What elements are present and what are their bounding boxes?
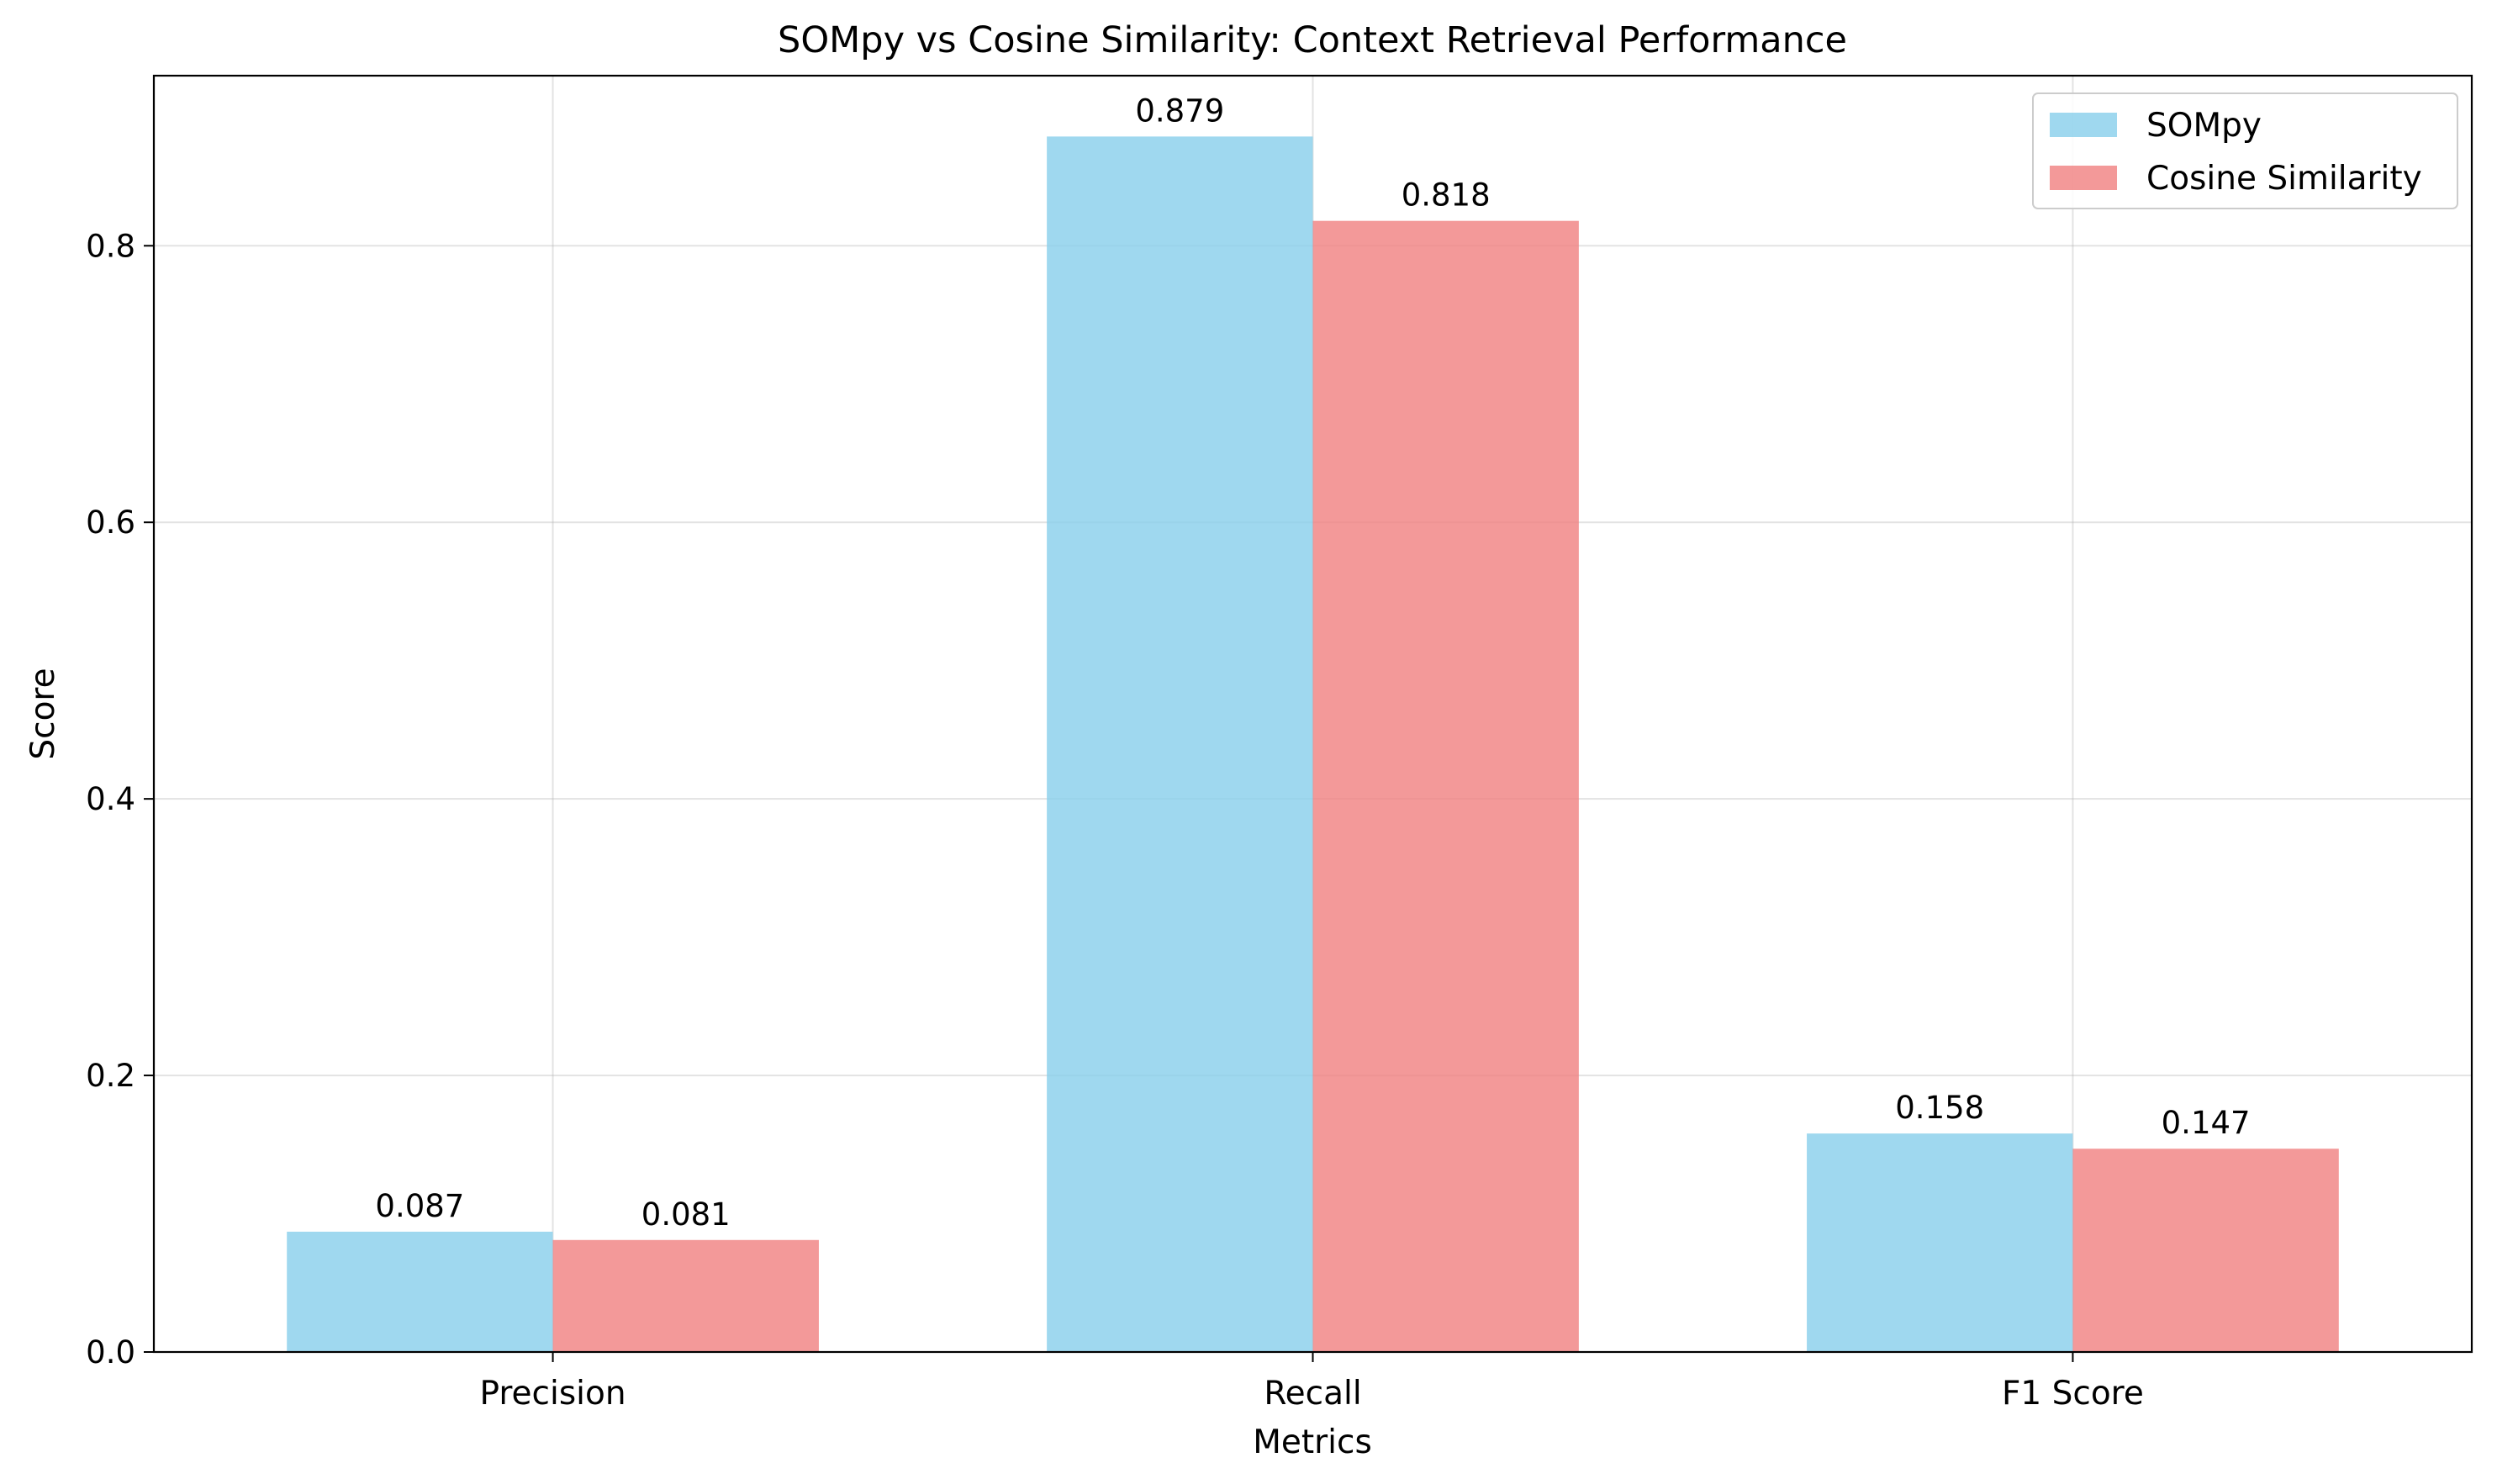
x-axis: Precision Recall F1 Score bbox=[480, 1352, 2144, 1413]
y-axis-title: Score bbox=[24, 668, 62, 759]
y-tick-label: 0.4 bbox=[86, 781, 135, 817]
bar-value-label: 0.818 bbox=[1402, 177, 1491, 214]
bar-value-label: 0.081 bbox=[641, 1196, 731, 1233]
bar-cosine-similarity-precision bbox=[552, 1239, 819, 1352]
x-tick-label: Precision bbox=[480, 1375, 626, 1413]
bar-cosine-similarity-recall bbox=[1312, 220, 1579, 1352]
y-axis: 0.0 0.2 0.4 0.6 0.8 bbox=[86, 228, 154, 1370]
legend-label-cosine-similarity: Cosine Similarity bbox=[2146, 160, 2422, 198]
y-tick-label: 0.8 bbox=[86, 228, 135, 264]
bar-sompy-precision bbox=[287, 1231, 553, 1352]
x-tick-label: F1 Score bbox=[2002, 1375, 2144, 1413]
legend-box bbox=[2032, 92, 2458, 209]
bar-value-label: 0.158 bbox=[1895, 1090, 1984, 1126]
legend-swatch-cosine-similarity bbox=[2050, 166, 2117, 190]
x-tick-label: Recall bbox=[1264, 1375, 1361, 1413]
x-axis-title: Metrics bbox=[1253, 1423, 1372, 1461]
legend-label-sompy: SOMpy bbox=[2146, 107, 2262, 145]
bars bbox=[287, 136, 2339, 1353]
bar-value-label: 0.087 bbox=[375, 1188, 464, 1224]
y-tick-label: 0.2 bbox=[86, 1058, 135, 1094]
bar-value-label: 0.879 bbox=[1135, 92, 1224, 129]
y-tick-label: 0.0 bbox=[86, 1334, 135, 1370]
legend-swatch-sompy bbox=[2050, 113, 2117, 137]
y-tick-label: 0.6 bbox=[86, 504, 135, 541]
bar-cosine-similarity-f1-score bbox=[2072, 1149, 2339, 1352]
bar-sompy-recall bbox=[1047, 136, 1313, 1353]
bar-value-label: 0.147 bbox=[2162, 1105, 2251, 1141]
bar-sompy-f1-score bbox=[1807, 1133, 2073, 1352]
bar-value-labels: 0.087 0.879 0.158 0.081 0.818 0.147 bbox=[375, 92, 2250, 1232]
legend: SOMpy Cosine Similarity bbox=[2032, 92, 2458, 209]
chart-title: SOMpy vs Cosine Similarity: Context Retr… bbox=[778, 19, 1847, 61]
